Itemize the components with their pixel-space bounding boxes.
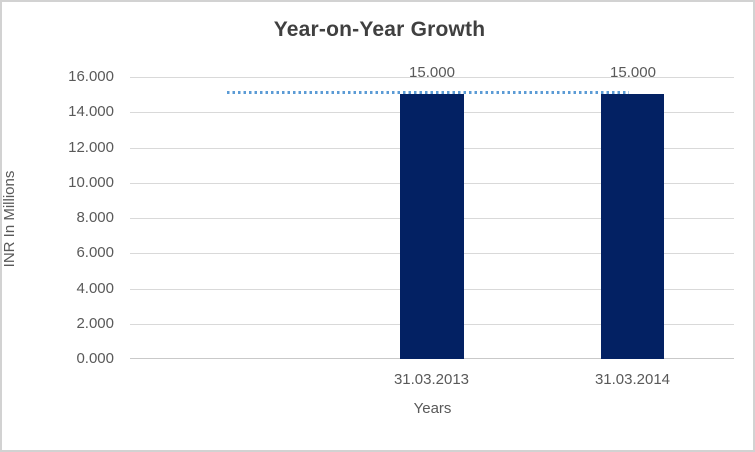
bar-31-03-2013 — [400, 94, 464, 359]
chart-title: Year-on-Year Growth — [273, 18, 486, 41]
bar-data-label: 15.000 — [610, 64, 656, 81]
y-tick-label: 10.000 — [68, 174, 114, 191]
y-tick-label: 8.000 — [76, 209, 114, 226]
y-axis-title: INR In Millions — [1, 170, 18, 268]
x-tick-label: 31.03.2014 — [594, 371, 671, 388]
bar-31-03-2014 — [601, 94, 664, 359]
y-tick-label: 6.000 — [76, 244, 114, 261]
x-tick-label: 31.03.2013 — [393, 371, 470, 388]
plot-area — [130, 77, 734, 359]
y-tick-label: 16.000 — [68, 68, 114, 85]
y-tick-label: 12.000 — [68, 139, 114, 156]
y-tick-label: 4.000 — [76, 280, 114, 297]
y-tick-label: 2.000 — [76, 315, 114, 332]
x-axis-title: Years — [413, 400, 452, 417]
trendline — [227, 91, 629, 94]
y-tick-label: 0.000 — [76, 350, 114, 367]
y-tick-label: 14.000 — [68, 103, 114, 120]
bar-data-label: 15.000 — [409, 64, 455, 81]
gridline — [130, 77, 734, 78]
